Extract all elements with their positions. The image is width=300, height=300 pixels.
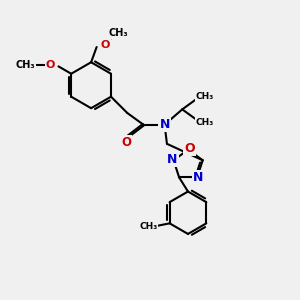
Text: O: O	[184, 142, 195, 155]
Text: N: N	[159, 118, 170, 131]
Text: O: O	[46, 60, 55, 70]
Text: CH₃: CH₃	[108, 28, 128, 38]
Text: CH₃: CH₃	[16, 60, 36, 70]
Text: CH₃: CH₃	[196, 92, 214, 101]
Text: CH₃: CH₃	[139, 222, 158, 231]
Text: O: O	[121, 136, 131, 149]
Text: O: O	[101, 40, 110, 50]
Text: N: N	[193, 172, 203, 184]
Text: N: N	[167, 153, 178, 166]
Text: CH₃: CH₃	[196, 118, 214, 127]
